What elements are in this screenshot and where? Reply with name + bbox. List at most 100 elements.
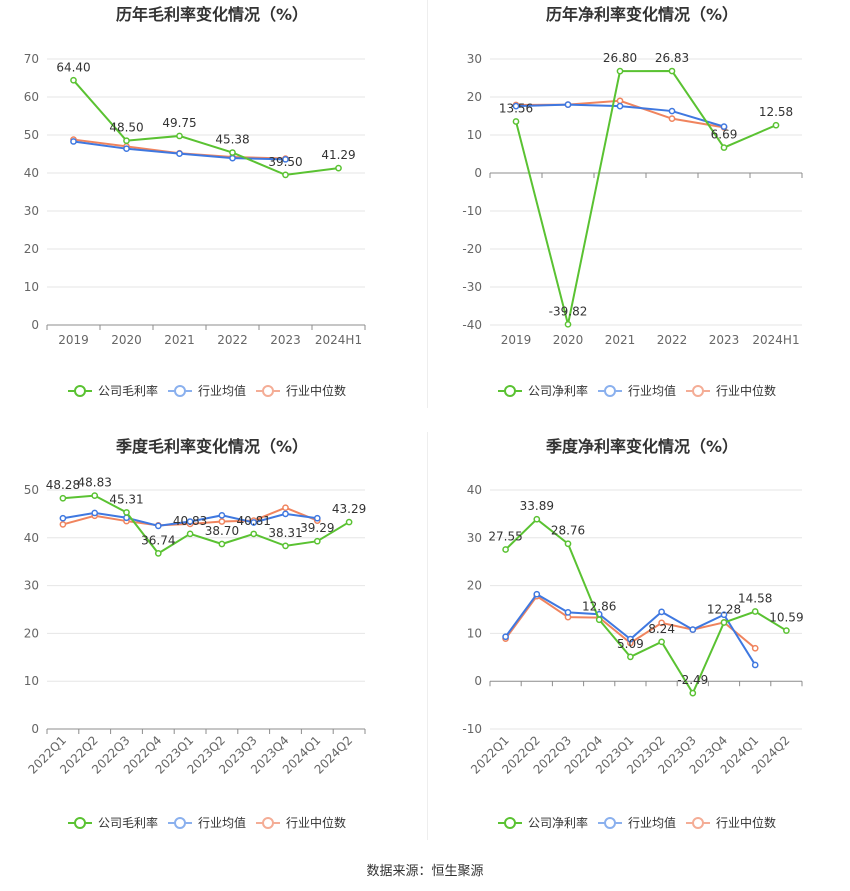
- x-tick-label: 2023: [270, 333, 301, 347]
- legend-item-industry-avg[interactable]: 行业均值: [168, 383, 246, 398]
- data-point: [751, 661, 759, 669]
- x-tick-label: 2024H1: [752, 333, 799, 347]
- data-point: [59, 514, 67, 522]
- y-tick-label: 20: [24, 626, 39, 640]
- y-tick-label: 40: [24, 166, 39, 180]
- legend-marker: [262, 817, 274, 829]
- y-tick-label: 60: [24, 90, 39, 104]
- legend-item-industry-median[interactable]: 行业中位数: [256, 383, 346, 398]
- data-point: [250, 519, 258, 526]
- y-tick-label: 10: [24, 674, 39, 688]
- chart-2: 历年净利率变化情况（%） -40 -30 -20 -10 0 10 20 30 2019 2020 2…: [462, 5, 803, 398]
- chart-title: 历年净利率变化情况（%）: [546, 5, 738, 24]
- y-tick-label: 30: [24, 579, 39, 593]
- y-tick-label: 30: [467, 52, 482, 66]
- chart-1: 历年毛利率变化情况（%） 0 10 20 30 40 50 60 70 2019 2020 2021 2…: [24, 5, 366, 398]
- legend-item-company[interactable]: 公司毛利率: [68, 383, 158, 398]
- x-tick-label: 2022: [217, 333, 248, 347]
- legend-label: 行业均值: [628, 815, 676, 830]
- data-label: 5.09: [617, 637, 644, 651]
- legend-label: 行业中位数: [716, 815, 776, 830]
- legend-marker: [692, 817, 704, 829]
- data-label: 12.28: [707, 603, 741, 617]
- data-point: [59, 494, 67, 502]
- legend-marker: [504, 817, 516, 829]
- legend-item-company[interactable]: 公司净利率: [498, 815, 588, 830]
- legend-item-company[interactable]: 公司毛利率: [68, 815, 158, 830]
- data-point: [668, 67, 676, 75]
- data-point: [229, 149, 236, 156]
- chart-3: 季度毛利率变化情况（%）010203040502022Q12022Q22022Q…: [24, 437, 367, 830]
- y-tick-label: 10: [467, 128, 482, 142]
- legend-label: 行业中位数: [286, 815, 346, 830]
- legend-item-industry-avg[interactable]: 行业均值: [598, 815, 676, 830]
- x-tick-label: 2021: [164, 333, 195, 347]
- data-point: [668, 107, 676, 115]
- data-point: [689, 689, 697, 697]
- data-point: [720, 619, 728, 626]
- x-tick-label: 2019: [501, 333, 532, 347]
- y-tick-label: 70: [24, 52, 39, 66]
- data-label: 49.75: [162, 116, 196, 130]
- chart-title: 季度净利率变化情况（%）: [545, 437, 738, 456]
- legend-marker: [74, 817, 86, 829]
- series-line-company: [62, 494, 350, 555]
- y-tick-label: 0: [474, 674, 482, 688]
- y-tick-label: -40: [462, 318, 482, 332]
- y-tick-label: 20: [467, 90, 482, 104]
- data-label: 39.50: [268, 155, 302, 169]
- data-point: [595, 616, 603, 624]
- data-point: [176, 132, 183, 140]
- legend-marker: [74, 385, 86, 397]
- legend-item-industry-median[interactable]: 行业中位数: [686, 383, 776, 398]
- series-line-company: [72, 79, 339, 176]
- data-point: [512, 102, 520, 110]
- y-tick-label: 30: [24, 204, 39, 218]
- legend-marker: [604, 817, 616, 829]
- y-tick-label: 20: [24, 242, 39, 256]
- data-point: [313, 537, 321, 545]
- y-tick-label: 10: [24, 280, 39, 294]
- data-label: 64.40: [56, 60, 90, 74]
- y-tick-label: 10: [467, 626, 482, 640]
- data-point: [533, 590, 541, 598]
- data-point: [70, 76, 77, 84]
- data-point: [720, 144, 728, 151]
- data-point: [282, 155, 289, 163]
- data-source: 数据来源：恒生聚源: [366, 864, 484, 879]
- chart-title: 季度毛利率变化情况（%）: [115, 437, 308, 456]
- data-point: [176, 150, 183, 157]
- data-point: [564, 540, 572, 548]
- data-point: [512, 118, 520, 125]
- legend-marker: [174, 385, 186, 397]
- legend-item-industry-avg[interactable]: 行业均值: [168, 815, 246, 830]
- legend-marker: [174, 817, 186, 829]
- legend-item-industry-median[interactable]: 行业中位数: [686, 815, 776, 830]
- y-tick-label: 0: [31, 318, 39, 332]
- data-point: [720, 123, 728, 130]
- data-point: [335, 164, 342, 172]
- data-label: 48.83: [78, 476, 112, 490]
- legend-item-industry-avg[interactable]: 行业均值: [598, 383, 676, 398]
- data-label: 13.56: [499, 101, 533, 115]
- legend-label: 公司毛利率: [98, 383, 158, 398]
- y-tick-label: 40: [467, 483, 482, 497]
- data-label: -2.49: [677, 673, 708, 687]
- data-label: 27.55: [488, 530, 522, 544]
- y-tick-label: 20: [467, 579, 482, 593]
- y-tick-label: 40: [24, 531, 39, 545]
- data-point: [772, 121, 780, 129]
- data-point: [218, 511, 226, 519]
- data-label: 28.76: [551, 524, 585, 538]
- legend-item-company[interactable]: 公司净利率: [498, 383, 588, 398]
- data-point: [218, 518, 226, 525]
- data-point: [627, 635, 634, 643]
- data-point: [751, 608, 759, 615]
- data-label: 48.50: [109, 121, 143, 135]
- legend-item-industry-median[interactable]: 行业中位数: [256, 815, 346, 830]
- data-point: [91, 492, 99, 499]
- x-tick-label: 2021: [605, 333, 636, 347]
- data-label: 39.29: [300, 521, 334, 535]
- data-point: [91, 509, 99, 517]
- data-point: [658, 619, 665, 627]
